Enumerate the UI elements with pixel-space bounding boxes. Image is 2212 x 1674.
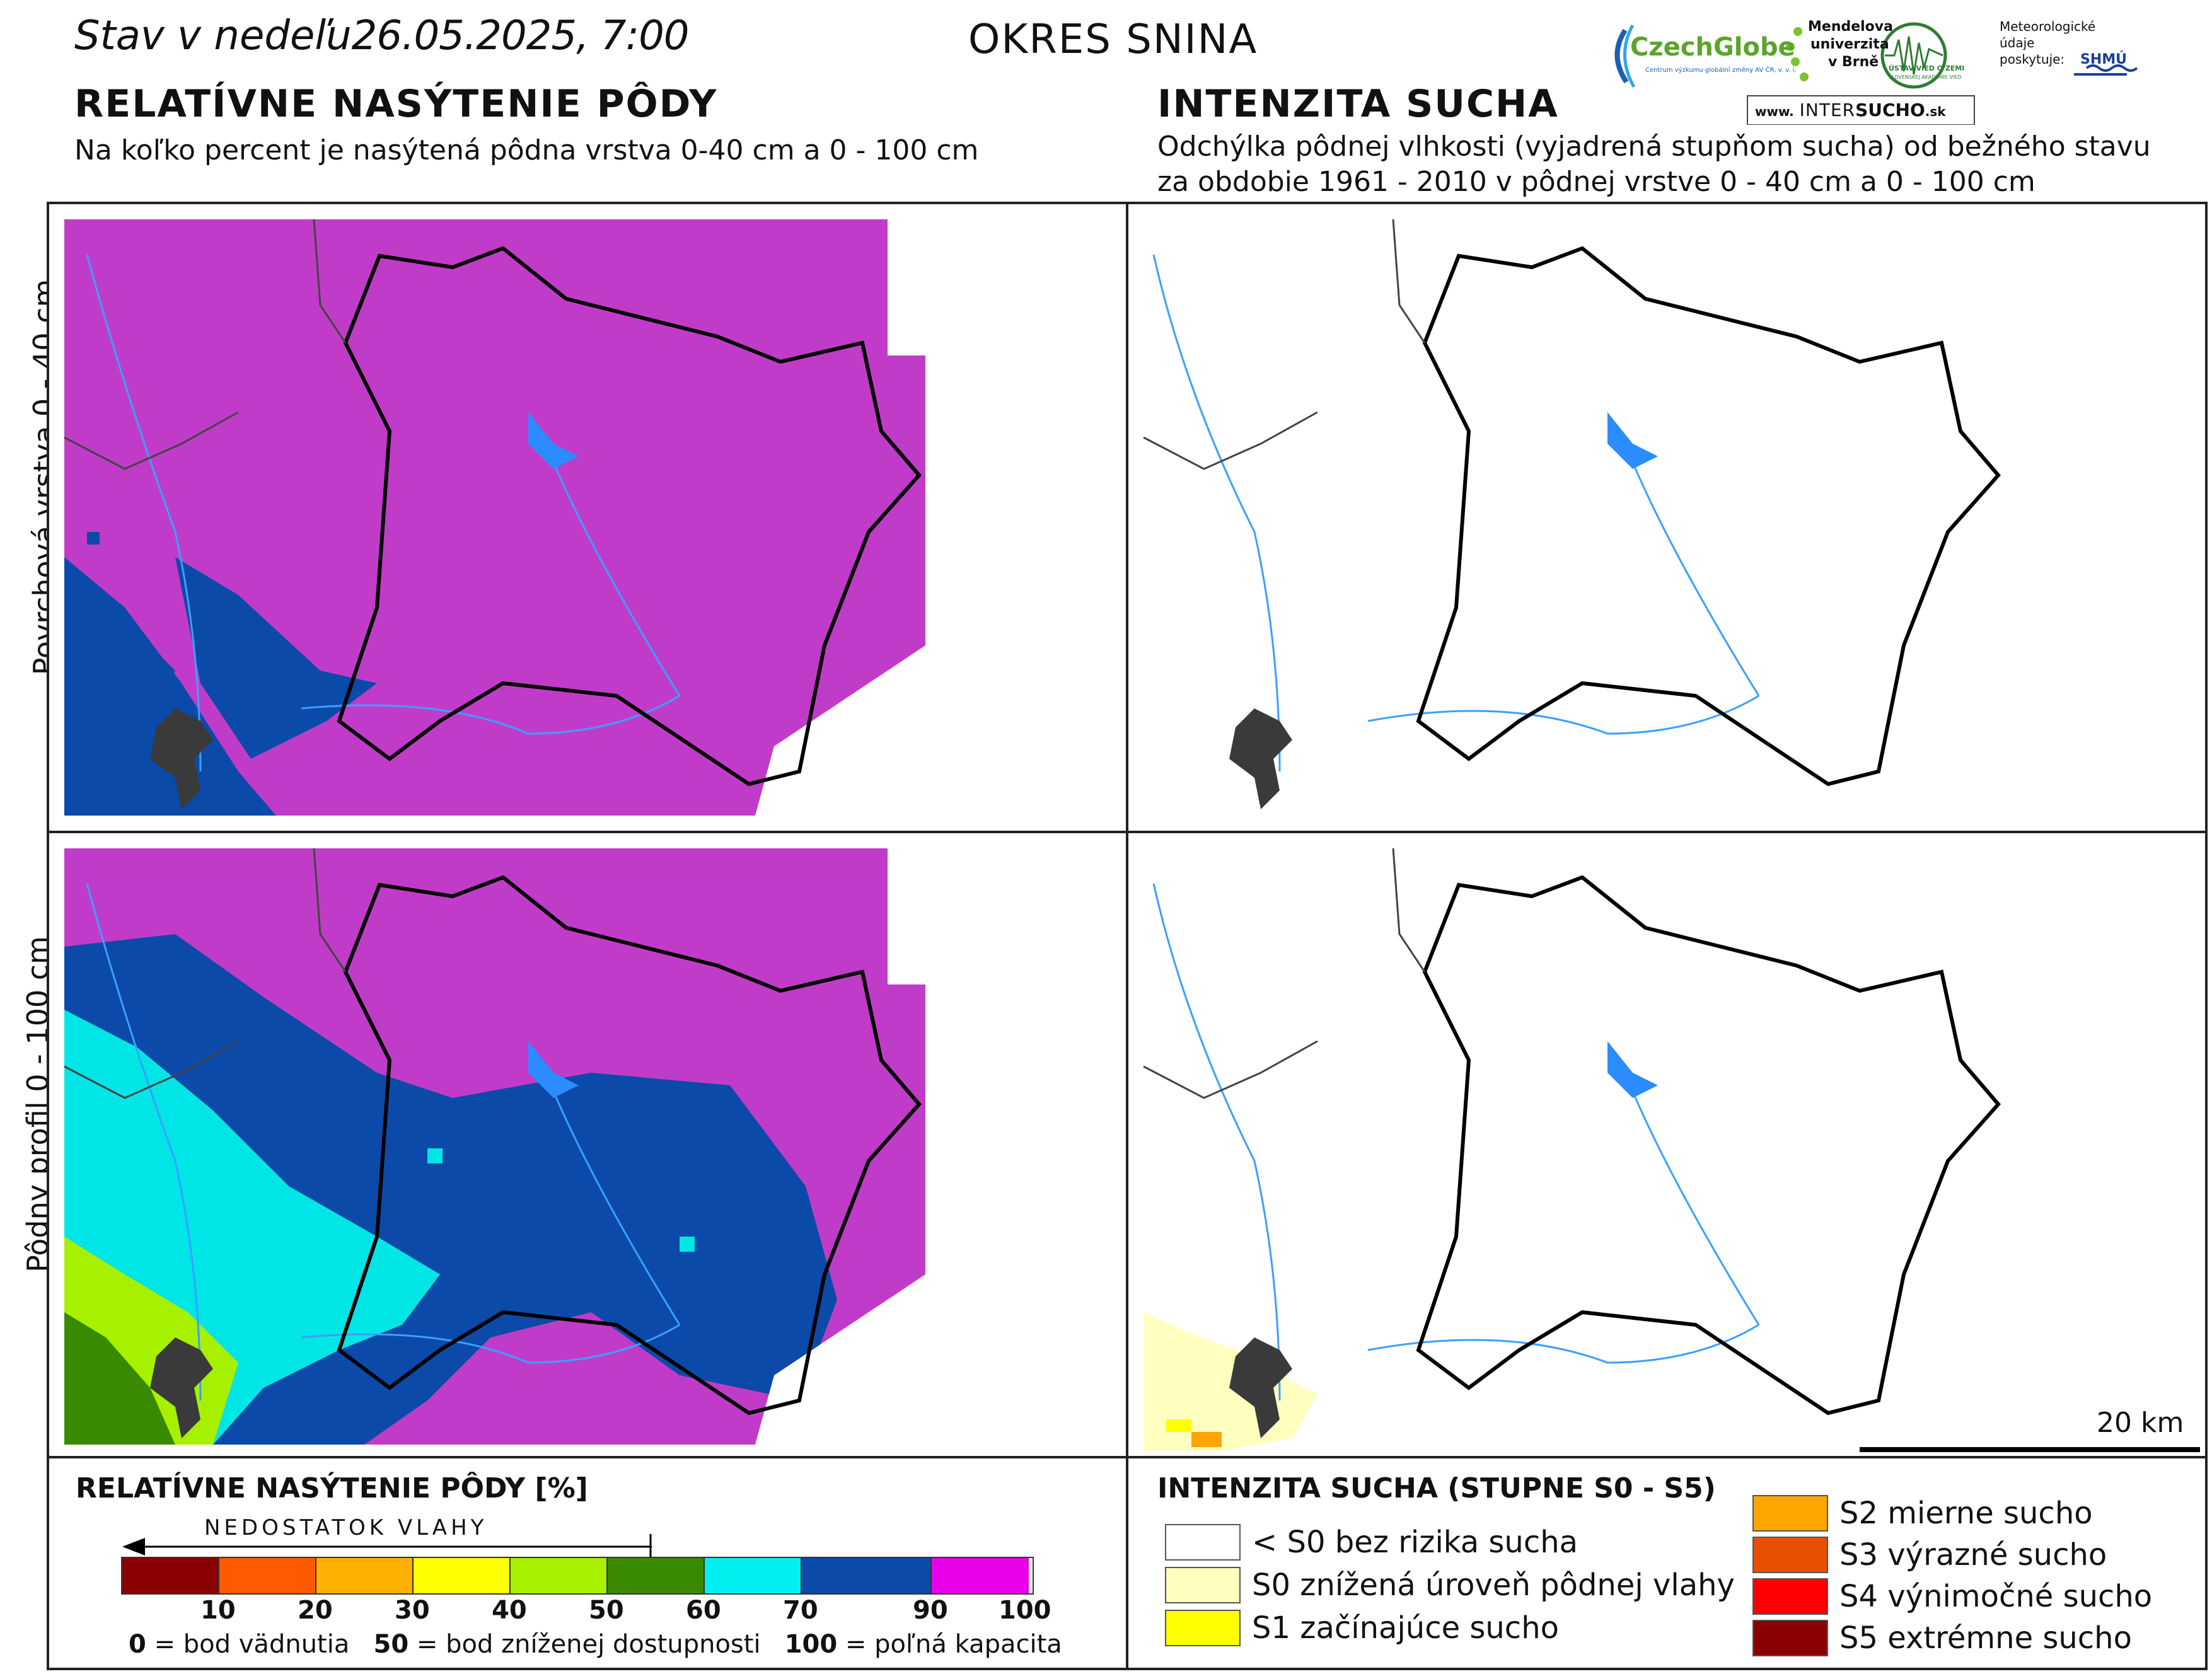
note-50-text: = bod zníženej dostupnosti	[416, 1630, 761, 1659]
note-0-text: = bod vädnutia	[154, 1630, 350, 1659]
tick-40: 40	[492, 1596, 527, 1625]
mendel-line-1: Mendelova	[1808, 19, 1893, 35]
deficit-arrow	[122, 1534, 652, 1559]
tick-90: 90	[913, 1596, 948, 1625]
colorbar-cell-40-50	[511, 1558, 608, 1593]
swatch-no-drought	[1165, 1524, 1241, 1561]
label-s0: S0 znížená úroveň pôdnej vlahy	[1252, 1567, 1735, 1603]
colorbar-cell-70-90	[802, 1558, 932, 1593]
czechglobe-logo: CzechGlobe	[1630, 33, 1795, 62]
tick-50: 50	[589, 1596, 624, 1625]
legend-item-s4: S4 výnimočné sucho	[1752, 1578, 2152, 1615]
uvoz-logo-text: ÚSTAV VIED O ZEMI	[1889, 64, 1965, 72]
legend-item-s0-below: < S0 bez rizika sucha	[1165, 1524, 1578, 1561]
legend-saturation-title: RELATÍVNE NASÝTENIE PÔDY [%]	[76, 1472, 588, 1504]
saturation-topsoil-map	[64, 219, 925, 816]
logo-strip: CzechGlobe Centrum výzkumu globální změn…	[1607, 11, 2200, 125]
colorbar-cell-30-40	[414, 1558, 511, 1593]
saturation-colorbar	[121, 1557, 1034, 1595]
map-drought-profile: 20 km	[1126, 831, 2208, 1458]
tick-60: 60	[686, 1596, 721, 1625]
drought-topsoil-map	[1143, 219, 2001, 809]
map-saturation-topsoil	[47, 202, 1128, 833]
tick-100: 100	[999, 1596, 1051, 1625]
note-0-value: 0	[129, 1630, 146, 1659]
district-title: OKRES SNINA	[968, 16, 1258, 63]
label-s3: S3 výrazné sucho	[1839, 1537, 2107, 1573]
arrow-left-icon	[122, 1534, 652, 1559]
saturation-notes: 0 = bod vädnutia 50 = bod zníženej dostu…	[129, 1630, 1062, 1659]
right-subtitle-2: za obdobie 1961 - 2010 v pôdnej vrstve 0…	[1157, 166, 2035, 198]
right-title: INTENZITA SUCHA	[1157, 82, 1559, 126]
intersucho-sk: .sk	[1925, 104, 1946, 119]
label-s5: S5 extrémne sucho	[1839, 1620, 2132, 1656]
colorbar-cell-20-30	[316, 1558, 414, 1593]
colorbar-cell-10-20	[219, 1558, 316, 1593]
right-subtitle-1: Odchýlka pôdnej vlhkosti (vyjadrená stup…	[1157, 130, 2151, 163]
colorbar-cell-50-60	[608, 1558, 705, 1593]
note-50-value: 50	[373, 1630, 409, 1659]
meteo-line-3: poskytuje:	[2000, 52, 2065, 67]
intersucho-www: www.	[1755, 104, 1794, 119]
legend-item-s3: S3 výrazné sucho	[1752, 1537, 2107, 1573]
swatch-s1	[1165, 1610, 1241, 1646]
saturation-profile-map	[64, 848, 925, 1445]
swatch-s5	[1752, 1620, 1828, 1656]
legend-item-s5: S5 extrémne sucho	[1752, 1620, 2132, 1656]
swatch-s3	[1752, 1537, 1828, 1573]
status-date: 26.05.2025, 7:00	[351, 13, 690, 59]
tick-30: 30	[395, 1596, 430, 1625]
swatch-s2	[1752, 1495, 1828, 1532]
meteo-line-1: Meteorologické	[2000, 19, 2096, 34]
meteo-line-2: údaje	[2000, 35, 2035, 50]
map-saturation-profile	[47, 831, 1128, 1458]
swatch-s0	[1165, 1567, 1241, 1603]
mendel-line-2: univerzita	[1810, 37, 1889, 52]
swatch-s4	[1752, 1578, 1828, 1615]
shmu-logo: SHMÚ	[2080, 52, 2128, 67]
colorbar-cell-90-100	[932, 1558, 1029, 1593]
deficit-arrow-label: NEDOSTATOK VLAHY	[204, 1515, 488, 1540]
mendel-line-3: v Brně	[1828, 54, 1879, 70]
left-title: RELATÍVNE NASÝTENIE PÔDY	[74, 82, 718, 126]
label-s2: S2 mierne sucho	[1839, 1496, 2093, 1531]
note-100-value: 100	[784, 1630, 838, 1659]
status-prefix: Stav v nedeľu	[74, 13, 352, 59]
legend-drought: INTENZITA SUCHA (STUPNE S0 - S5) < S0 be…	[1126, 1456, 2208, 1670]
legend-saturation: RELATÍVNE NASÝTENIE PÔDY [%] NEDOSTATOK …	[47, 1456, 1128, 1670]
legend-item-s0: S0 znížená úroveň pôdnej vlahy	[1165, 1567, 1735, 1603]
czechglobe-subtext: Centrum výzkumu globální změny AV ČR, v.…	[1645, 67, 1797, 74]
colorbar-cell-0-10	[122, 1558, 219, 1593]
label-no-drought: < S0 bez rizika sucha	[1252, 1525, 1578, 1560]
logos-graphic	[1614, 22, 2138, 125]
label-s1: S1 začínajúce sucho	[1252, 1610, 1559, 1646]
legend-drought-title: INTENZITA SUCHA (STUPNE S0 - S5)	[1157, 1472, 1716, 1504]
colorbar-cell-60-70	[705, 1558, 802, 1593]
intersucho-inter: INTER	[1799, 100, 1856, 120]
legend-item-s1: S1 začínajúce sucho	[1165, 1610, 1559, 1646]
label-s4: S4 výnimočné sucho	[1839, 1579, 2153, 1614]
legend-item-s2: S2 mierne sucho	[1752, 1495, 2093, 1532]
scale-bar-label: 20 km	[2097, 1407, 2184, 1439]
tick-10: 10	[200, 1596, 236, 1625]
tick-70: 70	[783, 1596, 818, 1625]
map-drought-topsoil	[1126, 202, 2208, 833]
status-line: Stav v nedeľu26.05.2025, 7:00	[74, 13, 689, 59]
intersucho-logo: www. INTERSUCHO.sk	[1755, 100, 1946, 120]
drought-profile-map	[1143, 848, 2200, 1452]
uvoz-logo-subtext: SLOVENSKEJ AKADÉMIE VIED	[1889, 74, 1962, 80]
intersucho-sucho: SUCHO	[1855, 100, 1925, 120]
note-100-text: = poľná kapacita	[845, 1630, 1062, 1659]
left-subtitle: Na koľko percent je nasýtená pôdna vrstv…	[74, 134, 979, 166]
tick-20: 20	[298, 1596, 333, 1625]
